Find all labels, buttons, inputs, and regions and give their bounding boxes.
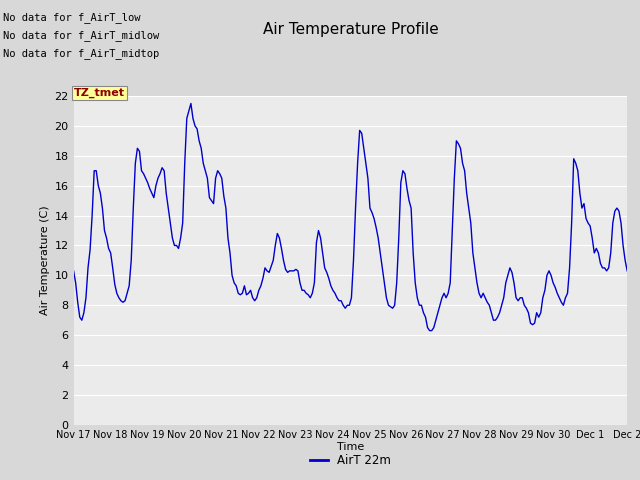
X-axis label: Time: Time	[337, 443, 364, 453]
Y-axis label: Air Temperature (C): Air Temperature (C)	[40, 205, 51, 315]
Text: TZ_tmet: TZ_tmet	[74, 88, 125, 98]
Legend: AirT 22m: AirT 22m	[305, 449, 396, 472]
Text: Air Temperature Profile: Air Temperature Profile	[263, 22, 438, 36]
Text: No data for f_AirT_low: No data for f_AirT_low	[3, 12, 141, 23]
Text: No data for f_AirT_midlow: No data for f_AirT_midlow	[3, 30, 159, 41]
Text: No data for f_AirT_midtop: No data for f_AirT_midtop	[3, 48, 159, 60]
